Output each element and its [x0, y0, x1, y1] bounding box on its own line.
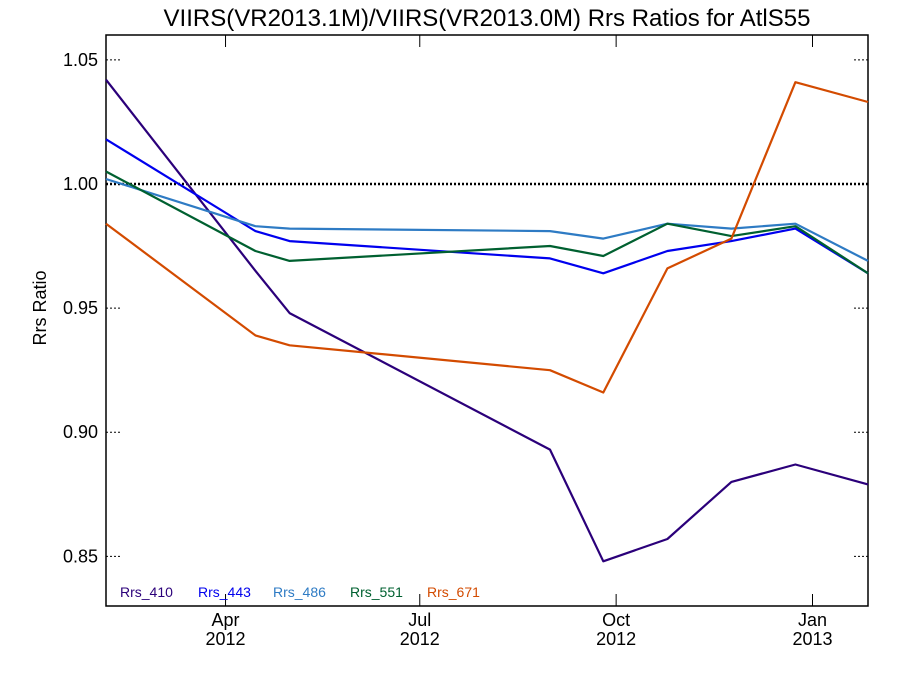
y-axis-label: Rrs Ratio: [30, 270, 50, 345]
x-tick-year-label: 2012: [400, 629, 440, 649]
series-line-rrs-486: [105, 177, 869, 262]
legend-entry-rrs-410: Rrs_410: [120, 584, 173, 600]
x-tick-month-label: Jul: [408, 610, 431, 630]
x-tick-month-label: Oct: [602, 610, 630, 630]
legend-entry-rrs-671: Rrs_671: [427, 584, 480, 600]
y-tick-label: 1.05: [63, 50, 98, 70]
series-line-rrs-443: [105, 138, 869, 275]
y-tick-label: 0.95: [63, 298, 98, 318]
series-line-rrs-671: [105, 81, 869, 394]
x-tick-month-label: Apr: [212, 610, 240, 630]
chart-title: VIIRS(VR2013.1M)/VIIRS(VR2013.0M) Rrs Ra…: [164, 5, 811, 32]
x-tick-year-label: 2012: [206, 629, 246, 649]
legend-entry-rrs-551: Rrs_551: [350, 584, 403, 600]
legend-entry-rrs-443: Rrs_443: [198, 584, 251, 600]
x-tick-year-label: 2013: [792, 629, 832, 649]
x-tick-year-label: 2012: [596, 629, 636, 649]
legend-entry-rrs-486: Rrs_486: [273, 584, 326, 600]
series-line-rrs-551: [105, 170, 869, 275]
series-line-rrs-410: [105, 79, 869, 563]
y-tick-label: 1.00: [63, 174, 98, 194]
y-tick-label: 0.85: [63, 546, 98, 566]
x-tick-month-label: Jan: [798, 610, 827, 630]
plot-frame: [105, 34, 869, 607]
y-tick-label: 0.90: [63, 422, 98, 442]
